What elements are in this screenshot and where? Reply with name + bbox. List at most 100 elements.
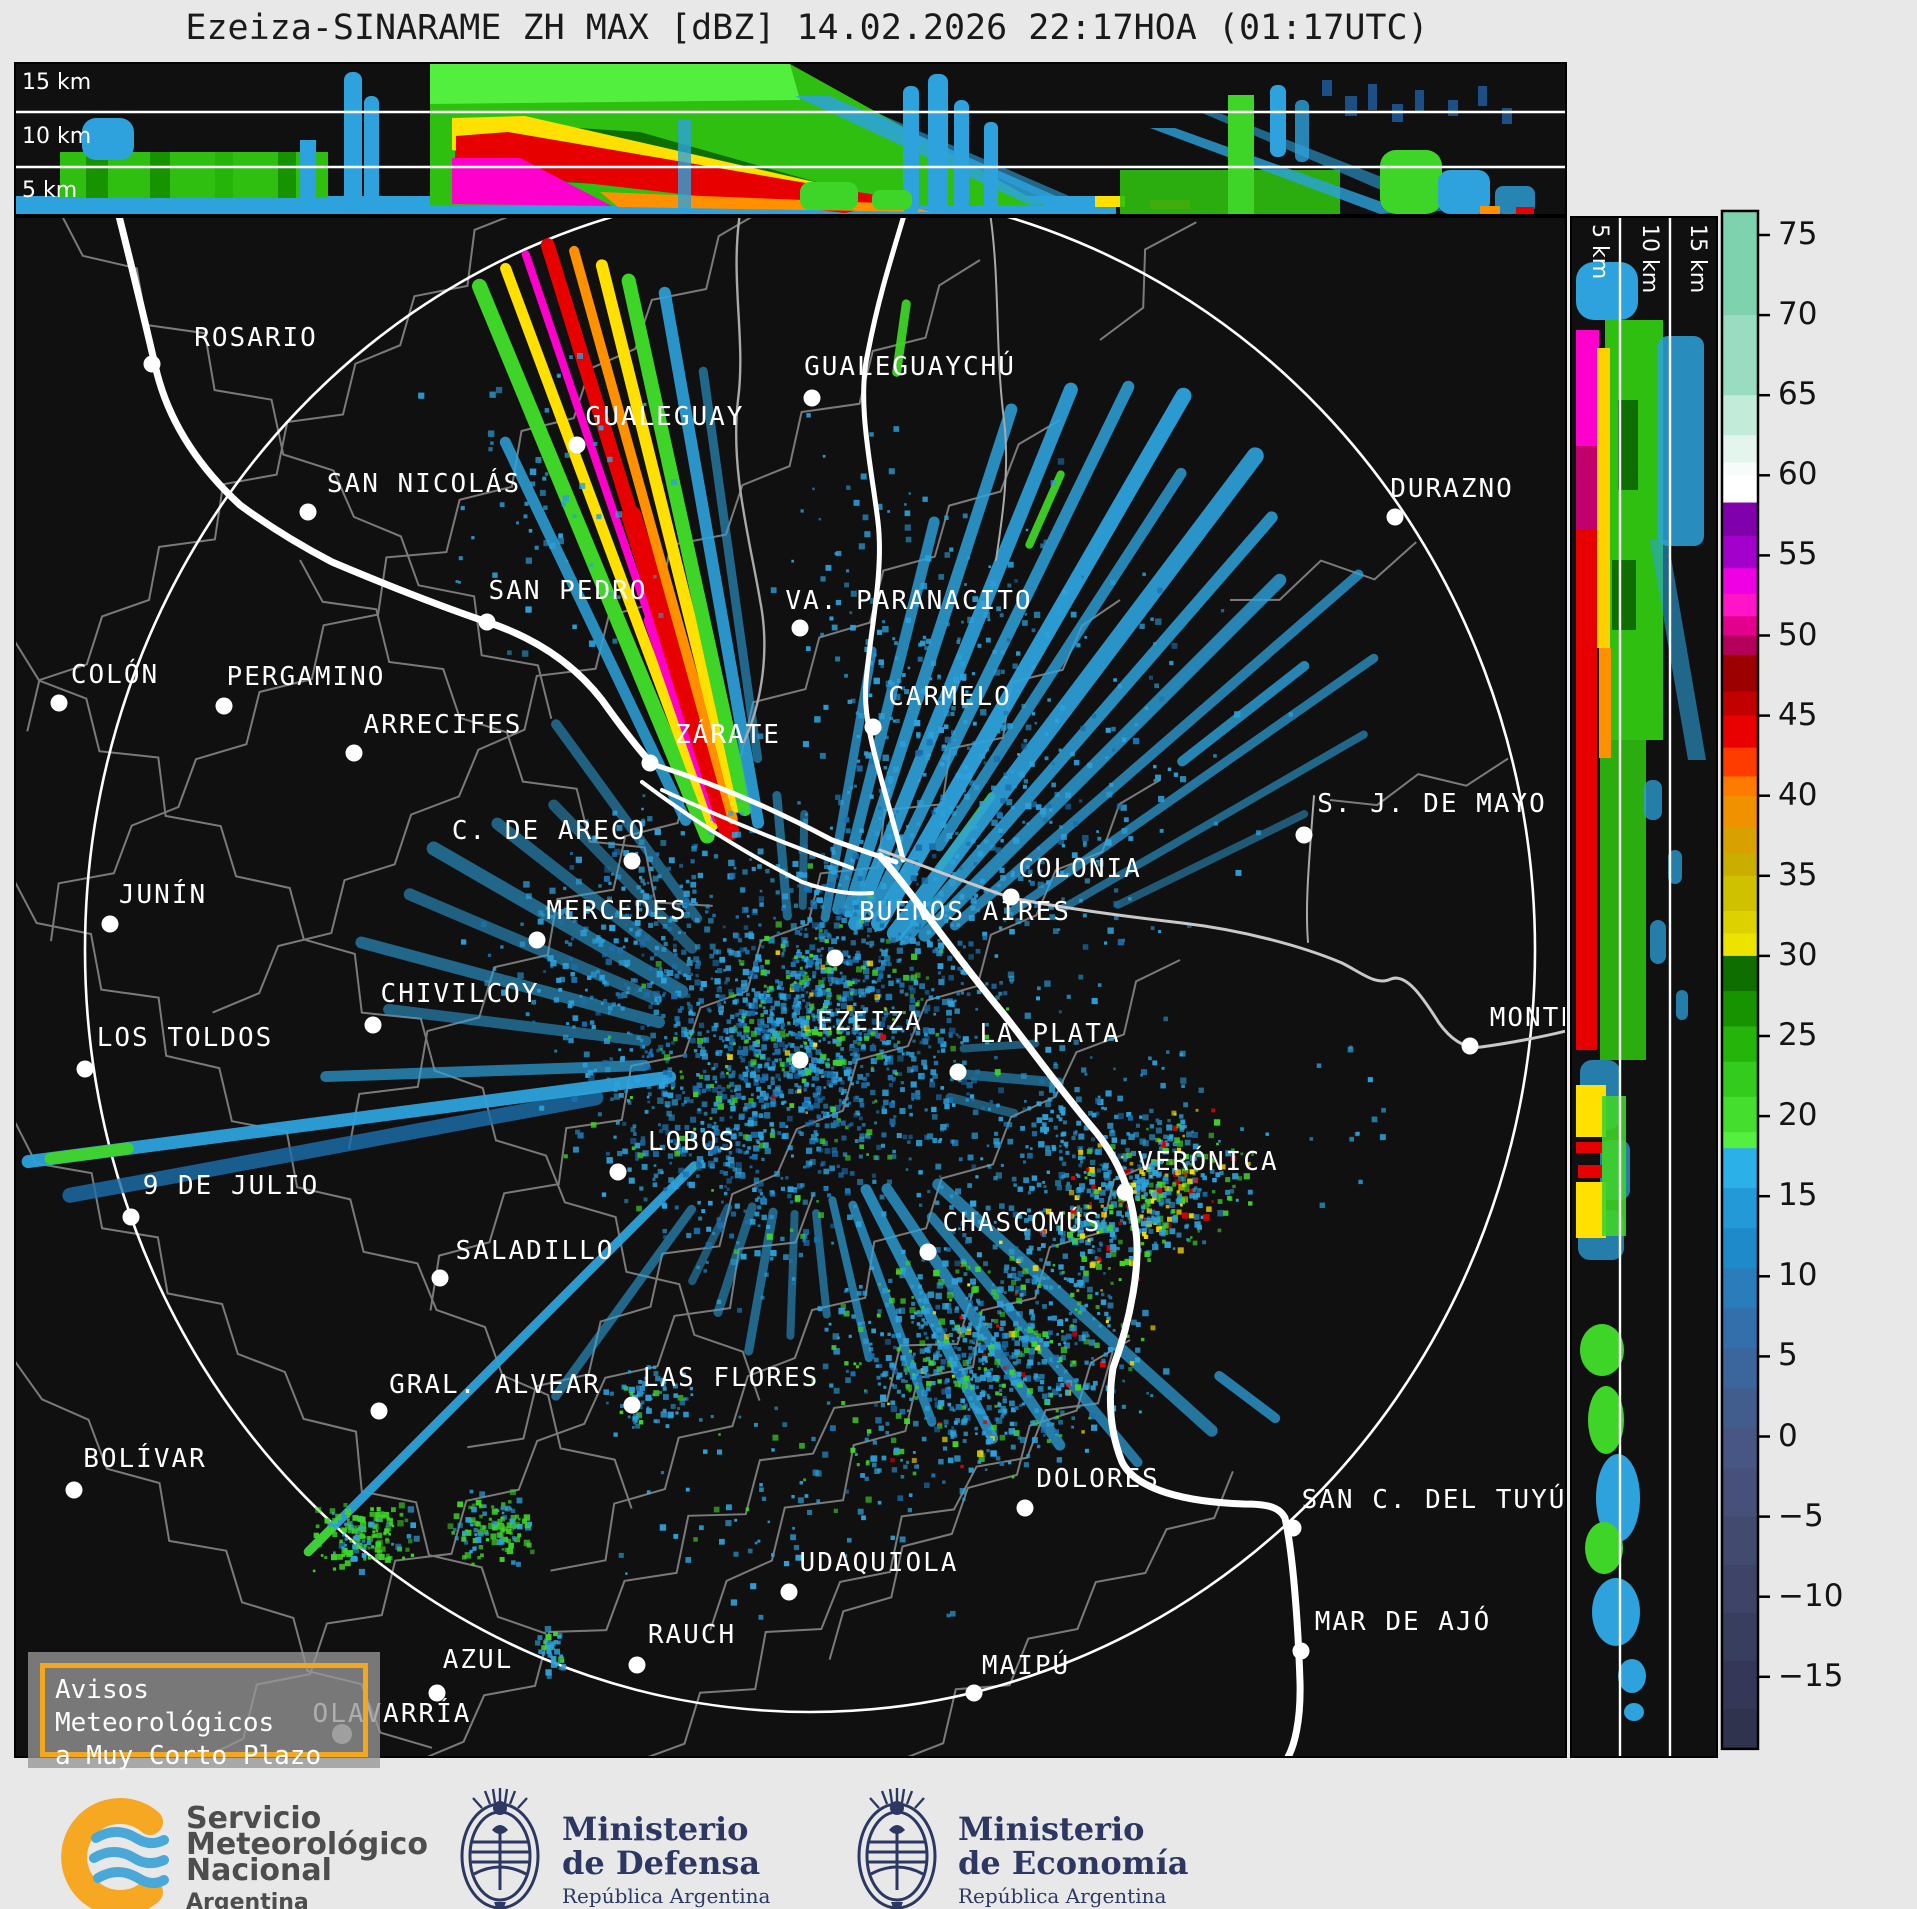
map-city-label: ROSARIO bbox=[194, 323, 318, 353]
map-city-label: RAUCH bbox=[648, 1620, 736, 1650]
smn-line2: Meteorológico bbox=[186, 1827, 428, 1862]
map-city-label: MAR DE AJÓ bbox=[1315, 1605, 1492, 1637]
right-xs-label-5km: 5 km bbox=[1587, 224, 1612, 280]
defensa-coat-of-arms-icon bbox=[460, 1786, 540, 1909]
city-dot bbox=[1295, 826, 1313, 844]
colorbar-tick-label: 5 bbox=[1778, 1337, 1798, 1374]
economia-line1: Ministerio bbox=[958, 1810, 1145, 1848]
city-dot bbox=[299, 503, 317, 521]
city-dot bbox=[791, 1051, 809, 1069]
city-dot bbox=[428, 1684, 446, 1702]
city-dot bbox=[528, 931, 546, 949]
city-dot bbox=[143, 355, 161, 373]
map-city-label: SAN NICOLÁS bbox=[327, 467, 521, 499]
right-xs-label-10km: 10 km bbox=[1637, 224, 1662, 294]
city-dot bbox=[919, 1243, 937, 1261]
smn-line1: Servicio bbox=[186, 1801, 322, 1836]
city-dot bbox=[791, 619, 809, 637]
notice-line1: Avisos Meteorológicos bbox=[55, 1675, 275, 1738]
right-xs-label-15km: 15 km bbox=[1685, 224, 1710, 294]
map-city-label: LOS TOLDOS bbox=[97, 1023, 274, 1053]
top-xs-label-5km: 5 km bbox=[22, 178, 78, 203]
city-dot bbox=[949, 1063, 967, 1081]
notice-line2: a Muy Corto Plazo bbox=[55, 1741, 322, 1771]
colorbar-tick-label: 30 bbox=[1778, 936, 1818, 973]
city-dot bbox=[1461, 1037, 1479, 1055]
ministerio-defensa-wordmark: Ministerio de Defensa República Argentin… bbox=[562, 1812, 770, 1908]
city-dot bbox=[215, 697, 233, 715]
defensa-line1: Ministerio bbox=[562, 1810, 749, 1848]
map-city-label: LOBOS bbox=[648, 1127, 736, 1157]
colorbar bbox=[1720, 209, 1770, 1751]
map-city-label: DOLORES bbox=[1036, 1464, 1160, 1494]
map-city-label: CHASCOMÚS bbox=[943, 1206, 1102, 1238]
colorbar-tick-label: 70 bbox=[1778, 296, 1818, 333]
map-city-label: MAIPÚ bbox=[982, 1649, 1070, 1681]
defensa-line2: de Defensa bbox=[562, 1844, 761, 1882]
economia-line3: República Argentina bbox=[958, 1884, 1167, 1908]
colorbar-tick-label: 55 bbox=[1778, 536, 1818, 573]
map-city-label: S. J. DE MAYO bbox=[1317, 789, 1547, 819]
colorbar-tick-label: 45 bbox=[1778, 696, 1818, 733]
map-city-label: 9 DE JULIO bbox=[143, 1171, 320, 1201]
city-dot bbox=[1284, 1519, 1302, 1537]
warning-notice-box[interactable]: Avisos Meteorológicos a Muy Corto Plazo bbox=[28, 1652, 380, 1771]
smn-wordmark: Servicio Meteorológico Nacional Argentin… bbox=[186, 1801, 428, 1909]
map-city-label: CHIVILCOY bbox=[381, 979, 540, 1009]
map-city-label: SAN PEDRO bbox=[489, 576, 648, 606]
city-dot bbox=[65, 1481, 83, 1499]
city-dot bbox=[345, 744, 363, 762]
defensa-line3: República Argentina bbox=[562, 1884, 771, 1908]
city-dot bbox=[1016, 1499, 1034, 1517]
map-city-label: LA PLATA bbox=[979, 1019, 1120, 1049]
colorbar-tick-label: 15 bbox=[1778, 1177, 1818, 1214]
colorbar-tick-label: 25 bbox=[1778, 1017, 1818, 1053]
city-dot bbox=[1386, 508, 1404, 526]
map-city-label: GUALEGUAY bbox=[586, 402, 745, 432]
city-dot bbox=[609, 1163, 627, 1181]
colorbar-tick-label: 0 bbox=[1778, 1417, 1798, 1454]
map-city-label: C. DE ARECO bbox=[452, 816, 646, 846]
colorbar-tick-label: 20 bbox=[1778, 1097, 1818, 1134]
map-city-label: UDAQUIOLA bbox=[800, 1548, 959, 1578]
city-dot bbox=[122, 1208, 140, 1226]
map-city-label: COLÓN bbox=[71, 658, 159, 690]
smn-line4: Argentina bbox=[186, 1890, 309, 1909]
map-city-label: JUNÍN bbox=[119, 878, 207, 910]
city-dot bbox=[364, 1016, 382, 1034]
map-city-label: DURAZNO bbox=[1390, 474, 1514, 504]
map-city-label: SALADILLO bbox=[456, 1236, 615, 1266]
city-dot bbox=[803, 389, 821, 407]
map-city-label: SAN C. DEL TUYÚ bbox=[1302, 1483, 1567, 1515]
top-xs-echoes bbox=[16, 64, 1565, 214]
colorbar-tick-label: −15 bbox=[1778, 1657, 1844, 1694]
right-xs-echoes bbox=[1576, 218, 1706, 1756]
city-dot bbox=[1292, 1642, 1310, 1660]
colorbar-tick-label: 50 bbox=[1778, 616, 1818, 653]
colorbar-tick-label: 75 bbox=[1778, 216, 1818, 252]
city-dot bbox=[641, 754, 659, 772]
map-city-label: BUENOS AIRES bbox=[859, 897, 1071, 927]
map-city-label: LAS FLORES bbox=[643, 1363, 820, 1393]
colorbar-tick-label: 65 bbox=[1778, 376, 1818, 413]
city-dot bbox=[780, 1583, 798, 1601]
map-city-label: MERCEDES bbox=[546, 896, 687, 926]
city-dot bbox=[1002, 888, 1020, 906]
city-dot bbox=[568, 436, 586, 454]
map-city-label: VA. PARANACITO bbox=[785, 586, 1032, 616]
colorbar-tick-label: 60 bbox=[1778, 456, 1818, 493]
colorbar-tick-label: −10 bbox=[1778, 1577, 1844, 1614]
city-dot bbox=[826, 949, 844, 967]
map-city-label: EZEIZA bbox=[817, 1007, 923, 1037]
map-city-label: GRAL. ALVEAR bbox=[389, 1370, 601, 1400]
map-city-label: AZUL bbox=[443, 1645, 514, 1675]
top-xs-label-10km: 10 km bbox=[22, 124, 92, 149]
map-city-label: CARMELO bbox=[888, 682, 1012, 712]
city-dot bbox=[628, 1656, 646, 1674]
page-title: Ezeiza-SINARAME ZH MAX [dBZ] 14.02.2026 … bbox=[185, 8, 1429, 48]
city-dot bbox=[50, 694, 68, 712]
city-dot bbox=[965, 1684, 983, 1702]
map-city-label: VERÓNICA bbox=[1137, 1145, 1278, 1177]
